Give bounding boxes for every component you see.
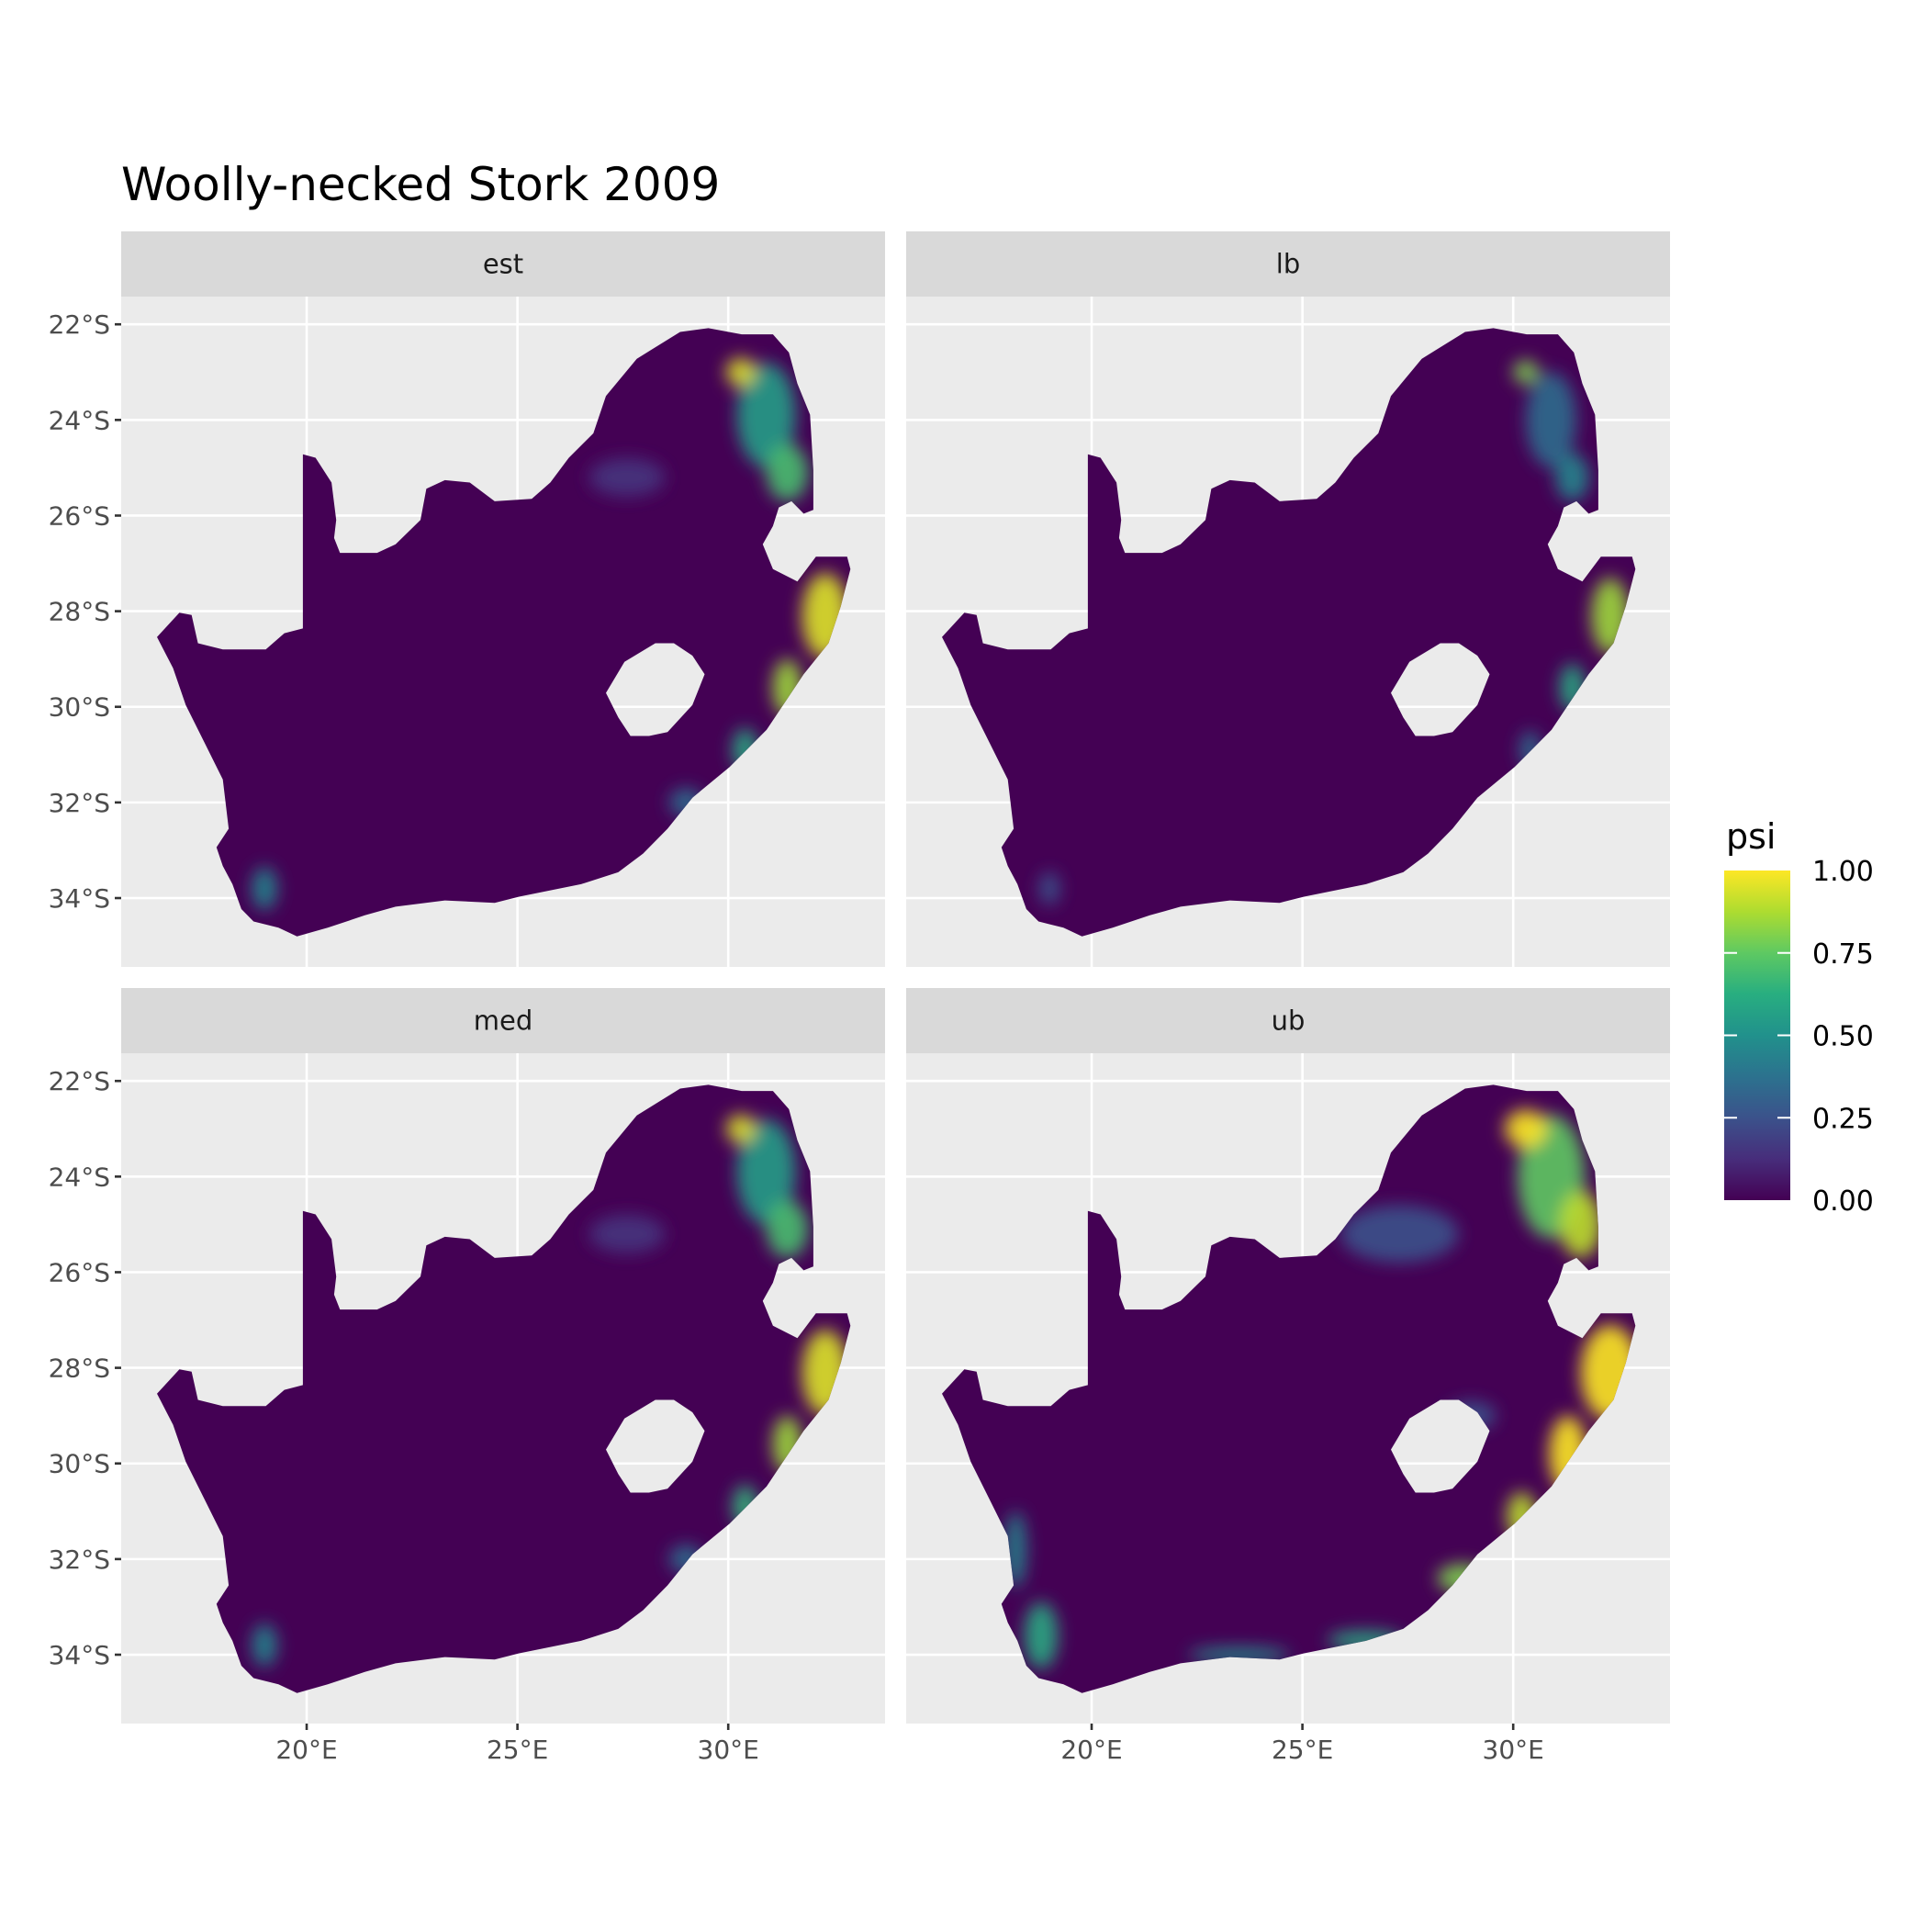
psi-hotspot <box>1024 1601 1059 1669</box>
psi-hotspot <box>766 444 809 501</box>
y-tick-label: 30°S <box>49 1449 110 1479</box>
psi-hotspot <box>736 1118 796 1225</box>
y-tick-label: 34°S <box>49 883 110 914</box>
psi-hotspot <box>766 1200 809 1258</box>
y-tick-label: 28°S <box>49 597 110 627</box>
psi-raster-base <box>157 328 851 937</box>
y-tick-label: 26°S <box>49 1257 110 1287</box>
psi-hotspot <box>1559 1190 1602 1258</box>
psi-hotspot <box>588 1214 666 1253</box>
facet-strip-label: est <box>483 249 523 280</box>
facet-strip <box>121 231 885 297</box>
psi-raster-base <box>157 1084 851 1693</box>
psi-hotspot <box>1340 1205 1459 1264</box>
facet-panel-lb: lb <box>906 231 1670 967</box>
facet-strip <box>121 988 885 1053</box>
psi-hotspots <box>252 1114 849 1668</box>
y-tick-label: 32°S <box>49 788 110 818</box>
psi-raster-base <box>942 328 1636 937</box>
x-tick-label: 30°E <box>698 1735 759 1765</box>
facet-strip <box>906 231 1670 297</box>
psi-hotspot <box>1188 1647 1290 1662</box>
facet-panel-med: med 20°E 25°E 30°E 22°S 24°S 26°S 28°S 30°S 32°S 3… <box>49 988 885 1765</box>
y-tick-label: 24°S <box>49 1162 110 1192</box>
y-tick-label: 34°S <box>49 1640 110 1670</box>
psi-raster-base <box>942 1084 1636 1693</box>
facet-strip-label: med <box>474 1005 533 1037</box>
psi-hotspot <box>252 1623 277 1668</box>
y-tick-label: 26°S <box>49 500 110 531</box>
facet-strip <box>906 988 1670 1053</box>
facet-panel-ub: ub 20°E 25°E 30°E <box>906 988 1670 1765</box>
legend-tick-label: 0.25 <box>1812 1103 1874 1135</box>
psi-hotspot <box>1525 372 1577 468</box>
y-tick-label: 22°S <box>49 309 110 340</box>
legend-tick-label: 0.50 <box>1812 1021 1874 1053</box>
chart-title: Woolly-necked Stork 2009 <box>121 158 720 211</box>
legend-title: psi <box>1726 816 1776 857</box>
legend-tick-label: 0.75 <box>1812 938 1874 971</box>
legend-tick-label: 1.00 <box>1812 856 1874 888</box>
legend: psi 1.00 0.75 0.50 0.25 0.00 <box>1724 816 1874 1218</box>
y-tick-label: 30°S <box>49 692 110 723</box>
y-tick-label: 32°S <box>49 1544 110 1575</box>
psi-hotspot <box>736 362 796 468</box>
psi-hotspot <box>1505 1109 1547 1149</box>
psi-hotspot <box>588 457 666 497</box>
psi-hotspot <box>1555 453 1589 501</box>
y-tick-label: 22°S <box>49 1066 110 1096</box>
psi-hotspot <box>1038 871 1060 905</box>
x-tick-label: 20°E <box>275 1735 337 1765</box>
facet-strip-label: ub <box>1272 1005 1306 1037</box>
psi-hotspot <box>725 1114 757 1143</box>
x-tick-label: 25°E <box>1272 1735 1333 1765</box>
psi-hotspot <box>252 867 277 911</box>
y-tick-label: 24°S <box>49 405 110 435</box>
x-tick-label: 20°E <box>1060 1735 1122 1765</box>
x-tick-label: 30°E <box>1483 1735 1544 1765</box>
legend-tick-label: 0.00 <box>1812 1185 1874 1218</box>
x-tick-label: 25°E <box>487 1735 548 1765</box>
facet-strip-label: lb <box>1276 249 1300 280</box>
facet-panel-est: est 22°S 24°S 26°S 28°S 30°S 32°S 34°S <box>49 231 885 967</box>
psi-hotspot <box>725 357 757 387</box>
y-tick-label: 28°S <box>49 1354 110 1384</box>
psi-hotspot <box>1513 360 1539 385</box>
